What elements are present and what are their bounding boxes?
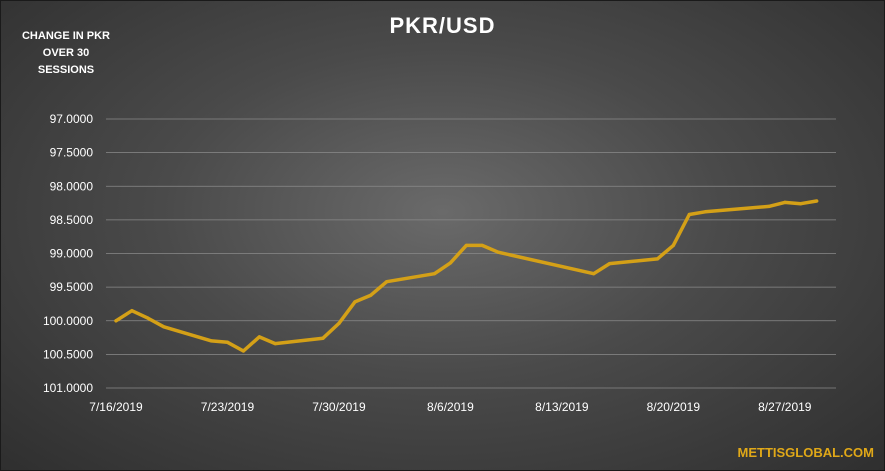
series-line-0: [114, 199, 819, 353]
data-point: [703, 210, 707, 214]
data-point: [146, 316, 150, 320]
data-point: [114, 319, 118, 323]
data-point: [464, 243, 468, 248]
data-point: [385, 280, 389, 284]
x-tick-labels: 7/16/2019 7/23/2019 7/30/2019 8/6/2019 8/13/…: [89, 400, 812, 414]
grid-lines: [106, 118, 836, 389]
watermark-logo: METTISGLOBAL.COM: [737, 445, 875, 460]
x-tick-label: 8/27/2019: [758, 400, 812, 414]
x-tick-label: 7/16/2019: [89, 400, 143, 414]
data-point: [767, 204, 771, 209]
x-tick-label: 8/20/2019: [647, 400, 701, 414]
data-point: [130, 309, 134, 313]
data-point: [162, 325, 166, 329]
data-point: [369, 293, 373, 297]
y-tick-label: 98.5000: [50, 213, 94, 227]
x-tick-label: 8/13/2019: [535, 400, 589, 414]
data-point: [496, 250, 500, 254]
data-point: [687, 212, 691, 217]
data-point: [799, 202, 803, 206]
data-point: [448, 261, 453, 265]
data-point: [671, 243, 675, 248]
y-tick-labels: 97.0000 97.5000 98.0000 98.5000 99.0000 99.50…: [43, 112, 93, 395]
y-tick-label: 99.5000: [50, 280, 94, 294]
data-point: [321, 336, 325, 340]
series-group: [114, 199, 819, 353]
data-point: [608, 261, 612, 266]
data-point: [783, 200, 787, 204]
y-tick-label: 97.5000: [50, 146, 94, 160]
data-point: [655, 257, 660, 261]
x-tick-label: 8/6/2019: [427, 400, 474, 414]
data-point: [815, 199, 819, 203]
data-point: [209, 339, 214, 343]
data-point: [241, 349, 245, 353]
y-tick-label: 100.5000: [43, 347, 93, 361]
y-tick-label: 99.0000: [50, 247, 94, 261]
y-axis-label: CHANGE IN PKR OVER 30 SESSIONS: [21, 30, 110, 76]
data-point: [257, 335, 261, 339]
y-tick-label: 101.0000: [43, 381, 93, 395]
y-tick-label: 97.0000: [50, 112, 94, 126]
data-point: [273, 342, 277, 346]
chart-title: PKR/USD: [389, 13, 496, 38]
data-point: [480, 243, 484, 248]
data-point: [432, 272, 437, 276]
data-point: [592, 272, 596, 276]
data-point: [225, 340, 230, 344]
y-tick-label: 98.0000: [50, 179, 94, 193]
x-tick-label: 7/30/2019: [312, 400, 366, 414]
y-tick-label: 100.0000: [43, 314, 93, 328]
x-tick-label: 7/23/2019: [201, 400, 255, 414]
data-point: [337, 321, 341, 326]
data-point: [353, 300, 357, 304]
